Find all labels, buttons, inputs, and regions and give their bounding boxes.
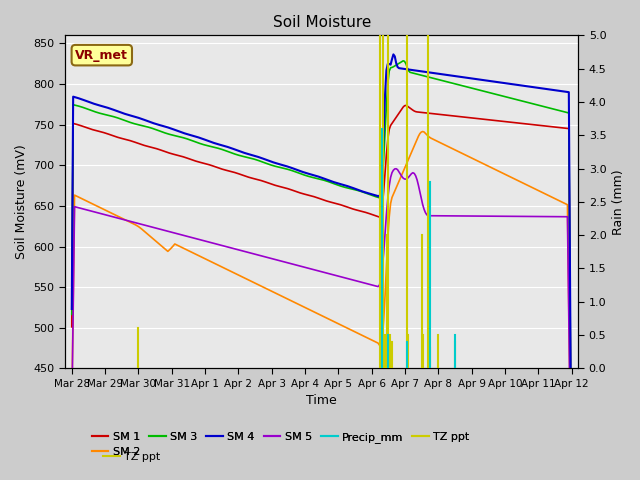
X-axis label: Time: Time — [307, 395, 337, 408]
Title: Soil Moisture: Soil Moisture — [273, 15, 371, 30]
Y-axis label: Soil Moisture (mV): Soil Moisture (mV) — [15, 144, 28, 259]
Legend: SM 1, SM 2, SM 3, SM 4, SM 5, Precip_mm, TZ ppt: SM 1, SM 2, SM 3, SM 4, SM 5, Precip_mm,… — [87, 427, 474, 462]
Text: VR_met: VR_met — [76, 48, 128, 61]
Y-axis label: Rain (mm): Rain (mm) — [612, 169, 625, 235]
